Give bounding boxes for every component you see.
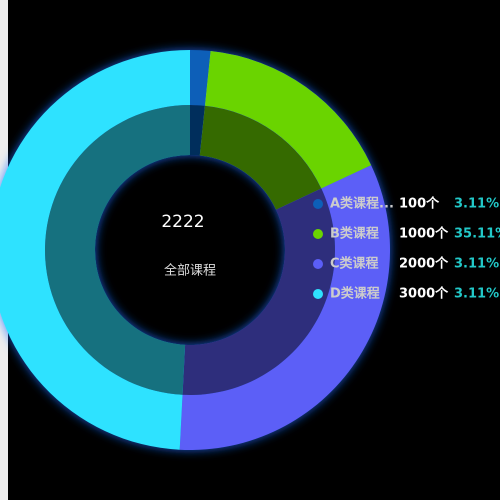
legend-name: C类课程 (330, 256, 379, 272)
legend-percent: 3.11% (454, 257, 499, 272)
outer-slice (179, 165, 390, 451)
donut (0, 50, 390, 451)
center-value: 2222 (161, 212, 204, 232)
center-label: 全部课程 (164, 263, 216, 279)
inner-shade (199, 105, 322, 210)
legend-count: 100个 (399, 196, 440, 212)
legend-percent: 3.11% (454, 197, 499, 212)
legend-dot (313, 229, 323, 239)
legend-dot (313, 289, 323, 299)
legend-dot (313, 259, 323, 269)
inner-shade (45, 105, 191, 395)
legend-percent: 35.11% (454, 227, 500, 242)
legend-name: B类课程 (330, 226, 379, 242)
outer-slice (0, 50, 190, 450)
legend-name: A类课程... (330, 196, 394, 212)
legend: A类课程... 100个 3.11% B类课程 1000个 35.11% C类课程 2000个… (313, 196, 500, 302)
legend-count: 1000个 (399, 226, 449, 242)
legend-name: D类课程 (330, 286, 380, 302)
legend-count: 3000个 (399, 286, 449, 302)
legend-dot (313, 199, 323, 209)
legend-count: 2000个 (399, 256, 449, 272)
legend-percent: 3.11% (454, 287, 499, 302)
outer-slice (190, 50, 211, 106)
inner-shade (190, 105, 205, 156)
inner-shade (182, 188, 336, 395)
outer-slice (204, 51, 372, 189)
